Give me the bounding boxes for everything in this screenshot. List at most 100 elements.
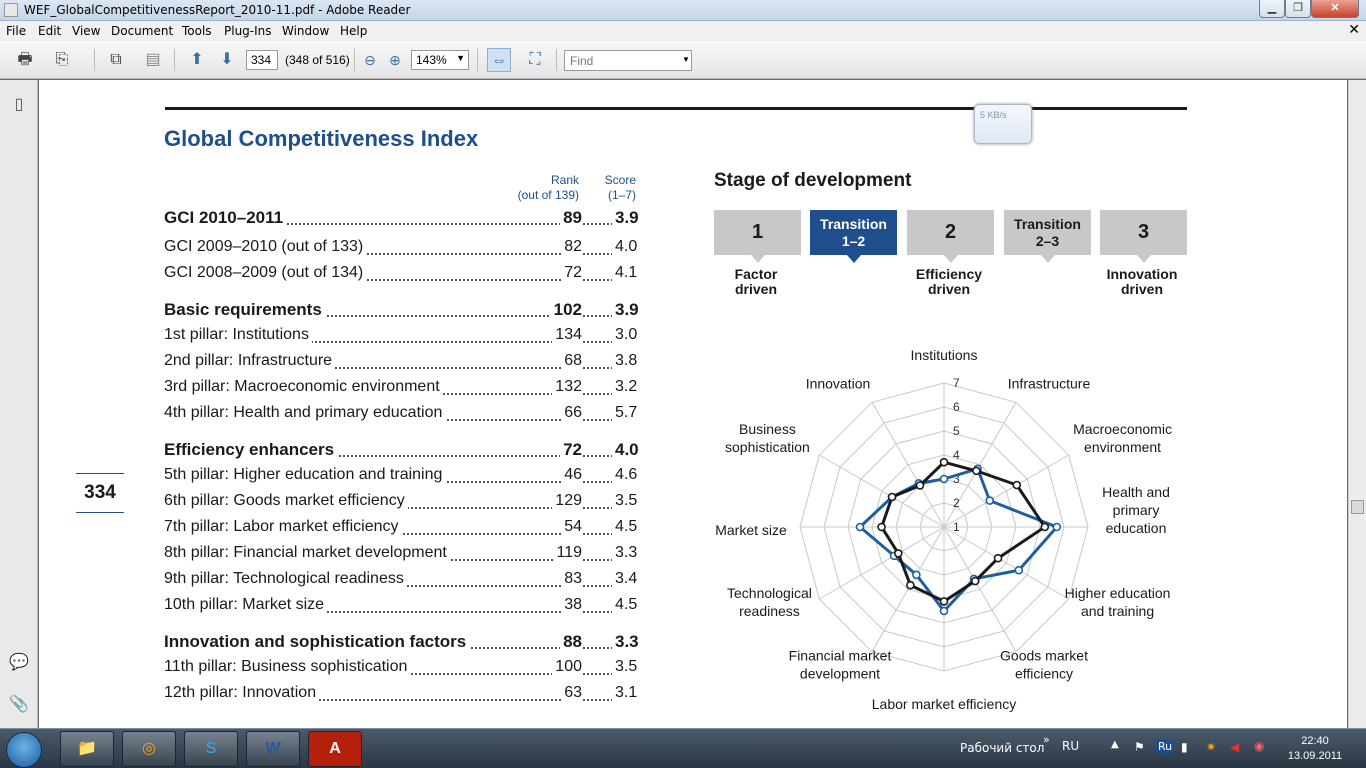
network-icon[interactable]: ✷: [1206, 740, 1217, 754]
fit-width-icon[interactable]: ⇔: [487, 48, 511, 72]
row-score: 4.6: [612, 466, 637, 484]
minimize-button[interactable]: ▁: [1259, 0, 1285, 18]
find-input[interactable]: Find: [564, 50, 692, 71]
attachments-panel-icon[interactable]: 📎: [9, 696, 29, 713]
fit-page-icon[interactable]: ⛶: [529, 51, 541, 68]
scale-label: 4: [953, 448, 960, 462]
previous-page-icon[interactable]: ⬆: [190, 51, 204, 68]
print-icon[interactable]: 🖶: [17, 51, 33, 68]
document-viewer[interactable]: Global Competitiveness Index Rank (out o…: [39, 80, 1347, 728]
stage-box-line1: 1: [751, 221, 764, 243]
table-row: 4th pillar: Health and primary education…: [164, 404, 637, 426]
axis-label: Business: [739, 421, 796, 437]
menu-help[interactable]: Help: [340, 24, 368, 38]
word-taskbar-icon[interactable]: W: [246, 731, 300, 767]
data-point: [939, 457, 949, 467]
pages-panel-icon[interactable]: ▯: [14, 96, 24, 113]
row-label: 11th pillar: Business sophistication: [164, 658, 411, 676]
table-row: 6th pillar: Goods market efficiency 129 3.…: [164, 492, 637, 514]
menu-plugins[interactable]: Plug-Ins: [224, 24, 272, 38]
table-row: 9th pillar: Technological readiness 83 3.4: [164, 570, 637, 592]
axis-label: Institutions: [911, 350, 978, 363]
find-dropdown-icon[interactable]: ▼: [682, 55, 690, 64]
browser-taskbar-icon[interactable]: ◎: [122, 731, 176, 767]
next-page-icon[interactable]: ⬇: [220, 51, 234, 68]
window-title: WEF_GlobalCompetitivenessReport_2010-11.…: [24, 3, 411, 17]
toolbar-expand-icon[interactable]: »: [1043, 733, 1050, 746]
menu-window[interactable]: Window: [282, 24, 330, 38]
download-widget[interactable]: 5 KB/s: [974, 104, 1032, 144]
stage-box-1: 1: [714, 210, 801, 263]
device-icon[interactable]: ▮: [1181, 740, 1188, 754]
data-point: [972, 466, 981, 476]
toolbar-separator: [94, 49, 95, 71]
toolbar: 🖶 ⎘ ⧉ ▤ ⬆ ⬇ 334 (348 of 516) ⊖ ⊕ 143% ▼ ⇔…: [0, 41, 1366, 79]
explorer-taskbar-icon[interactable]: 📁: [60, 731, 114, 767]
share-icon[interactable]: ⎘: [55, 51, 69, 68]
maximize-button[interactable]: ❐: [1285, 0, 1311, 18]
row-score: 5.7: [612, 404, 637, 422]
flag-icon[interactable]: ⚑: [1134, 740, 1145, 754]
adobe-reader-taskbar-icon[interactable]: A: [308, 731, 362, 767]
stage-box-line2: 1–2: [841, 233, 866, 249]
stage-box-5: 3: [1100, 210, 1187, 263]
skype-taskbar-icon[interactable]: S: [184, 731, 238, 767]
score-header: Score (1–7): [594, 173, 636, 203]
page-number-input[interactable]: 334: [246, 50, 278, 70]
row-score: 4.0: [612, 440, 639, 460]
volume-icon[interactable]: ◀: [1230, 740, 1240, 754]
row-label: Innovation and sophistication factors: [164, 632, 470, 652]
page-count: (348 of 516): [285, 53, 350, 67]
row-score: 3.2: [612, 378, 637, 396]
leader-dots: [164, 611, 636, 613]
pages-icon[interactable]: ⧉: [110, 51, 122, 68]
zoom-out-icon[interactable]: ⊖: [364, 52, 376, 68]
data-point: [912, 570, 921, 580]
menu-tools[interactable]: Tools: [182, 24, 212, 38]
clock-date: 13.09.2011: [1287, 750, 1343, 762]
menu-document[interactable]: Document: [111, 24, 174, 38]
row-score: 4.0: [612, 238, 637, 256]
language-indicator[interactable]: RU: [1062, 739, 1080, 753]
grid-spoke: [943, 402, 1017, 528]
tray-expand-icon[interactable]: ▲: [1111, 739, 1119, 750]
row-label: 8th pillar: Financial market development: [164, 544, 450, 562]
menu-bar: File Edit View Document Tools Plug-Ins W…: [0, 21, 1366, 41]
menu-view[interactable]: View: [72, 24, 101, 38]
comments-panel-icon[interactable]: 💬: [9, 654, 29, 671]
row-rank: 72: [560, 440, 582, 460]
zoom-in-icon[interactable]: ⊕: [389, 52, 401, 68]
row-rank: 134: [552, 326, 582, 344]
security-icon[interactable]: ◉: [1254, 739, 1265, 753]
menu-file[interactable]: File: [6, 24, 27, 38]
menu-edit[interactable]: Edit: [38, 24, 62, 38]
find-placeholder: Find: [570, 54, 594, 68]
clock-time: 22:40: [1301, 735, 1329, 747]
start-button[interactable]: [6, 732, 42, 768]
data-point: [939, 597, 949, 606]
row-label: 7th pillar: Labor market efficiency: [164, 518, 402, 536]
scrollbar-thumb[interactable]: [1351, 500, 1364, 514]
language-badge[interactable]: Ru: [1156, 740, 1175, 753]
stage-box-3: 2: [907, 210, 994, 263]
attach-icon[interactable]: ▤: [145, 51, 161, 68]
row-rank: 68: [561, 352, 582, 370]
data-point: [970, 576, 980, 586]
row-rank: 89: [560, 208, 582, 228]
document-close-icon[interactable]: ✕: [1348, 22, 1360, 38]
header-rule: [165, 107, 1187, 110]
vertical-scrollbar[interactable]: [1348, 80, 1366, 728]
row-label: 12th pillar: Innovation: [164, 684, 320, 702]
leader-dots: [164, 455, 636, 457]
desktop-toolbar[interactable]: Рабочий стол: [960, 741, 1045, 755]
toolbar-separator: [556, 49, 557, 71]
table-row: 7th pillar: Labor market efficiency 54 4.5: [164, 518, 637, 540]
row-label: 10th pillar: Market size: [164, 596, 328, 614]
table-row: GCI 2009–2010 (out of 133) 82 4.0: [164, 238, 637, 260]
zoom-select[interactable]: 143% ▼: [411, 50, 469, 70]
close-button[interactable]: ✕: [1311, 0, 1359, 18]
scale-label: 1: [953, 520, 960, 534]
system-clock[interactable]: 22:40 13.09.2011: [1284, 734, 1346, 764]
stage-box-line1: Transition: [820, 216, 887, 232]
toolbar-separator: [174, 49, 175, 71]
